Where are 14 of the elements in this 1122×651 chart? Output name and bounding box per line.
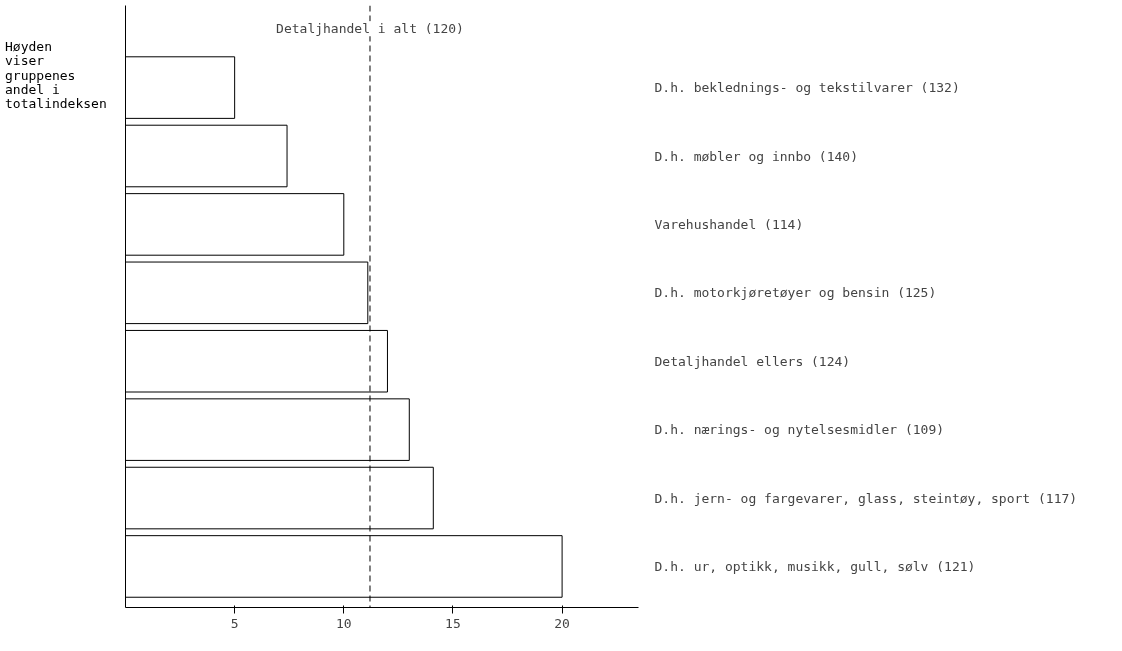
y-tick-label: Detaljhandel ellers (124): [654, 353, 851, 369]
x-tick-label: 15: [445, 615, 461, 631]
y-tick-label: Varehushandel (114): [654, 216, 804, 232]
ref-line-label: Detaljhandel i alt (120): [276, 21, 464, 37]
x-tick-label: 10: [335, 615, 352, 631]
y-tick-label: D.h. jern- og fargevarer, glass, steintøy, sport (117): [654, 490, 1078, 506]
y-tick-label: D.h. beklednings- og tekstilvarer (132): [654, 80, 960, 96]
text: Høyden viser gruppenes andel i totalindeksen: [5, 39, 107, 112]
y-tick-label: D.h. ur, optikk, musikk, gull, sølv (121): [654, 558, 976, 574]
y-tick-label: D.h. motorkjøretøyer og bensin (125): [654, 285, 937, 301]
x-tick-label: 5: [230, 615, 239, 631]
y-tick-label: D.h. nærings- og nytelsesmidler (109): [654, 422, 945, 438]
x-tick-label: 20: [554, 615, 570, 631]
y-tick-label: D.h. møbler og innbo (140): [654, 148, 858, 164]
